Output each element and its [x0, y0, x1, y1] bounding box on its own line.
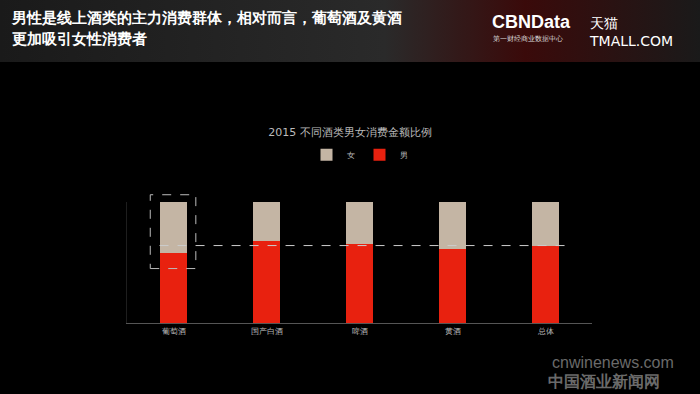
svg-text:男: 男 — [400, 151, 408, 160]
html-text:第一财经商业数据中心: 第一财经商业数据中心 — [493, 35, 563, 43]
svg-text:黄酒: 黄酒 — [445, 327, 461, 336]
html-text:更加吸引女性消费者: 更加吸引女性消费者 — [12, 30, 147, 48]
svg-text:2015 不同酒类男女消费金额比例: 2015 不同酒类男女消费金额比例 — [268, 126, 432, 139]
html-text:天猫 TMALL.COM: 天猫 TMALL.COM — [590, 15, 674, 49]
svg-text:葡萄酒: 葡萄酒 — [162, 327, 186, 336]
svg-text:女: 女 — [347, 151, 355, 160]
html-text:中国酒业新闻网: 中国酒业新闻网 — [548, 372, 660, 391]
svg-text:总体: 总体 — [537, 327, 554, 336]
html-text:cnwinenews.com: cnwinenews.com — [552, 354, 674, 371]
html-text:CBNData: CBNData — [492, 12, 570, 32]
svg-text:啤酒: 啤酒 — [352, 327, 368, 336]
html-text:男性是线上酒类的主力消费群体，相对而言，葡萄酒及黄酒: 男性是线上酒类的主力消费群体，相对而言，葡萄酒及黄酒 — [12, 9, 402, 27]
svg-text:国产白酒: 国产白酒 — [251, 327, 283, 336]
